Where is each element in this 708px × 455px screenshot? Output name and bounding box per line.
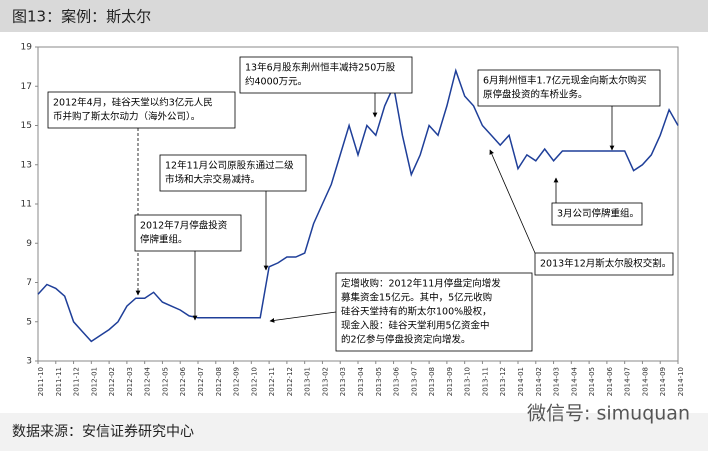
annotation-text: 12年11月公司原股东通过二级 [165, 160, 294, 172]
x-tick-label: 2012-10 [250, 367, 258, 396]
x-tick-label: 2012-06 [179, 366, 187, 396]
x-tick-label: 2013-02 [321, 367, 329, 396]
annotation-text: 募集资金15亿元。其中，5亿元收购 [341, 292, 492, 304]
annotation-text: 硅谷天堂持有的斯太尔100%股权， [341, 306, 492, 318]
x-tick-label: 2014-06 [606, 366, 614, 396]
y-tick-label: 3 [26, 357, 32, 367]
y-tick-label: 5 [26, 317, 32, 327]
annotation-text: 的2亿参与停盘投资定向增发。 [341, 334, 471, 346]
footer-band [0, 413, 708, 451]
y-tick-label: 7 [26, 278, 32, 288]
source: 数据来源：安信证券研究中心 [12, 424, 194, 440]
x-tick-label: 2012-03 [126, 367, 134, 396]
annotation-text: 13年6月股东荆州恒丰减持250万股 [245, 62, 396, 74]
x-tick-label: 2013-03 [339, 367, 347, 396]
annotation-text: 2012年4月，硅谷天堂以约3亿元人民 [53, 97, 213, 109]
annotation-text: 定增收购：2012年11月停盘定向增发 [341, 278, 501, 290]
annotation-box [239, 56, 413, 94]
annotation-text: 停牌重组。 [140, 234, 188, 246]
x-tick-label: 2014-08 [641, 367, 649, 396]
x-tick-label: 2013-11 [481, 367, 489, 396]
x-tick-label: 2014-04 [570, 366, 578, 396]
price-line [37, 67, 679, 343]
title-band [0, 0, 708, 32]
annotation-box [534, 252, 674, 276]
annotation-text: 3月公司停牌重组。 [557, 208, 639, 220]
y-tick-label: 11 [21, 200, 32, 210]
annotation-text: 约4000万元。 [245, 76, 307, 88]
x-tick-label: 2013-10 [464, 367, 472, 396]
x-tick-label: 2013-04 [357, 366, 365, 396]
x-tick-label: 2013-01 [304, 367, 312, 396]
y-tick-label: 17 [21, 82, 32, 92]
annotation-text: 2012年7月停盘投资 [140, 220, 228, 232]
annotation-text: 原停盘投资的车桥业务。 [483, 89, 588, 101]
x-tick-label: 2011-10 [37, 367, 45, 396]
chart-title: 图13：案例：斯太尔 [12, 8, 151, 26]
x-tick-label: 2011-12 [73, 367, 81, 396]
y-tick-label: 19 [21, 43, 33, 53]
x-tick-label: 2013-09 [446, 367, 454, 396]
x-tick-label: 2014-05 [588, 367, 596, 396]
x-tick-label: 2012-04 [144, 366, 152, 396]
x-tick-label: 2012-05 [161, 367, 169, 396]
x-tick-label: 2012-02 [108, 367, 116, 396]
y-tick-label: 13 [21, 160, 32, 170]
y-tick-label: 15 [21, 121, 32, 131]
x-tick-label: 2013-05 [375, 367, 383, 396]
x-tick-label: 2012-12 [286, 367, 294, 396]
annotation-box [551, 202, 643, 226]
annotation-text: 2013年12月斯太尔股权交割。 [540, 258, 671, 270]
watermark: 微信号: simuquan [527, 403, 690, 425]
annotation-box [159, 154, 307, 192]
x-tick-label: 2011-11 [55, 367, 63, 396]
x-tick-label: 2014-09 [659, 367, 667, 396]
x-tick-label: 2014-03 [553, 367, 561, 396]
annotation-text: 市场和大宗交易减持。 [165, 174, 260, 186]
x-tick-label: 2013-07 [410, 367, 418, 396]
annotation-arrow [489, 149, 536, 254]
annotation-box [134, 214, 242, 252]
x-tick-label: 2012-01 [90, 367, 98, 396]
x-tick-label: 2013-08 [428, 367, 436, 396]
annotation-box [47, 91, 236, 129]
annotation-box [335, 272, 533, 352]
annotation-arrow [269, 311, 337, 323]
x-tick-label: 2013-06 [393, 366, 401, 396]
y-tick-label: 9 [26, 239, 32, 249]
x-tick-label: 2012-11 [268, 367, 276, 396]
x-tick-label: 2014-01 [517, 367, 525, 396]
x-tick-label: 2012-09 [233, 367, 241, 396]
annotation-text: 6月荆州恒丰1.7亿元现金向斯太尔购买 [483, 75, 647, 87]
x-tick-label: 2014-10 [677, 367, 685, 396]
annotation-box [477, 69, 661, 107]
x-tick-label: 2012-07 [197, 367, 205, 396]
annotation-text: 币并购了斯太尔动力（海外公司）。 [53, 111, 200, 123]
x-tick-label: 2012-08 [215, 367, 223, 396]
x-tick-label: 2014-02 [535, 367, 543, 396]
annotation-text: 现金入股：硅谷天堂利用5亿资金中 [341, 320, 490, 332]
x-tick-label: 2014-07 [624, 367, 632, 396]
x-tick-label: 2013-12 [499, 367, 507, 396]
